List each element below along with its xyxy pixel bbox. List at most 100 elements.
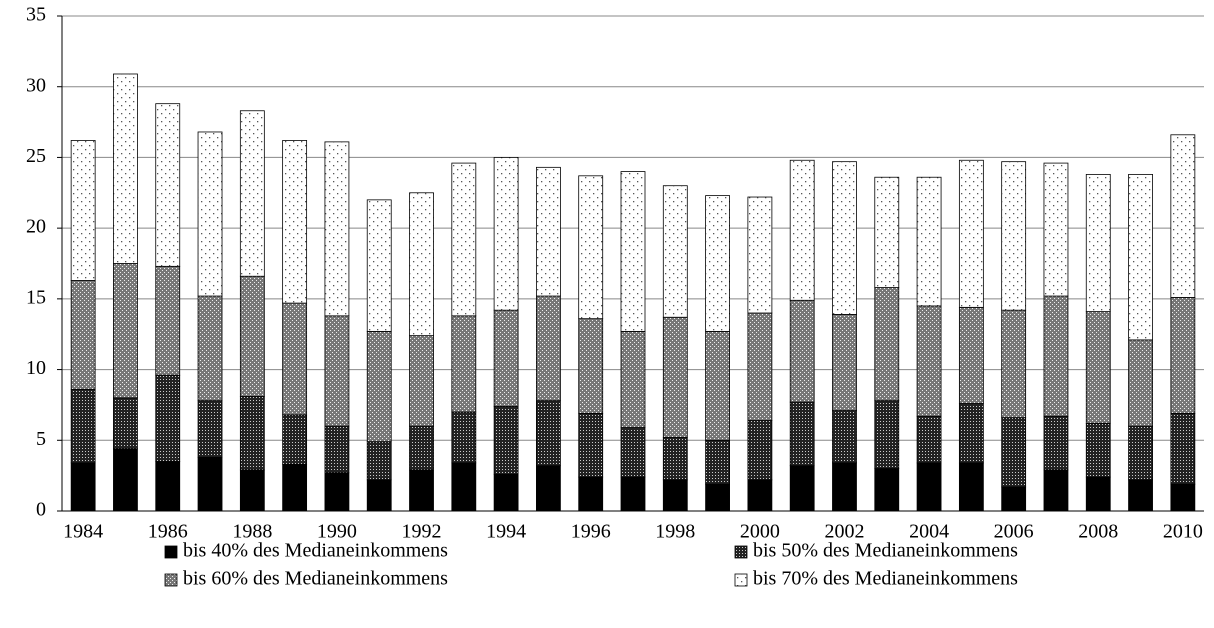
bar-segment [620, 330, 646, 428]
bar-segment [197, 400, 223, 458]
bar-segment [1170, 413, 1196, 485]
bar-segment [620, 171, 646, 332]
bar-segment [70, 140, 96, 281]
bar-segment [324, 141, 350, 317]
bar-segment [662, 479, 688, 512]
bar-segment [409, 335, 434, 427]
bar-segment [113, 73, 138, 264]
bar-segment [324, 472, 350, 512]
bar-segment [747, 312, 773, 421]
bar-segment [662, 316, 688, 438]
bar-segment [536, 465, 561, 512]
bar-segment [493, 309, 519, 407]
bar-segment [705, 439, 730, 485]
bar-segment [789, 401, 815, 467]
bar-segment [705, 195, 730, 332]
legend-label: bis 70% des Medianeinkommens [753, 568, 1018, 590]
bar-segment [155, 103, 181, 267]
x-tick-label: 2008 [1078, 521, 1118, 543]
bar-segment [1128, 425, 1153, 481]
bar-segment [113, 397, 138, 450]
bar-segment [324, 315, 350, 427]
bar-segment [282, 463, 308, 512]
bar-segment [409, 469, 434, 512]
bar-segment [409, 425, 434, 471]
bar-segment [155, 265, 181, 376]
bar-segment [113, 263, 138, 399]
y-tick-label: 25 [26, 145, 46, 167]
bar-segment [958, 306, 984, 404]
bar-segment [705, 483, 730, 512]
legend-swatch [164, 545, 178, 559]
bar-segment [1043, 162, 1069, 297]
x-tick-label: 1988 [232, 521, 272, 543]
bar-segment [493, 157, 519, 311]
x-tick-label: 2002 [824, 521, 864, 543]
bar-segment [1085, 422, 1111, 478]
x-tick-label: 2000 [740, 521, 780, 543]
bar-segment [239, 110, 265, 277]
bar-segment [1085, 311, 1111, 424]
y-tick-label: 30 [26, 74, 46, 96]
bar-segment [1170, 297, 1196, 414]
x-tick-label: 1990 [317, 521, 357, 543]
bar-segment [451, 411, 477, 464]
bar-segment [197, 456, 223, 512]
bar-segment [155, 461, 181, 512]
bar-segment [324, 425, 350, 474]
bar-segment [958, 403, 984, 464]
bar-segment [832, 314, 857, 411]
y-tick-label: 10 [26, 357, 46, 379]
bar-segment [1170, 483, 1196, 512]
bar-segment [1085, 173, 1111, 312]
bar-segment [916, 176, 942, 307]
x-tick-label: 2010 [1163, 521, 1203, 543]
bar-segment [1001, 161, 1027, 311]
y-tick-label: 35 [26, 4, 46, 26]
y-tick-label: 20 [26, 216, 46, 238]
bar-segment [239, 275, 265, 397]
x-tick-label: 1994 [486, 521, 526, 543]
bar-segment [451, 462, 477, 512]
x-tick-label: 1992 [402, 521, 442, 543]
legend-label: bis 50% des Medianeinkommens [753, 540, 1018, 562]
legend-swatch [164, 573, 178, 587]
bar-segment [958, 462, 984, 512]
bar-segment [705, 330, 730, 441]
bar-segment [536, 400, 561, 467]
x-tick-label: 1984 [63, 521, 103, 543]
bar-segment [493, 405, 519, 475]
bar-segment [874, 400, 900, 469]
bar-segment [1128, 479, 1153, 512]
x-tick-label: 1986 [148, 521, 188, 543]
bar-segment [1001, 417, 1027, 488]
bar-segment [366, 330, 392, 443]
bar-segment [578, 175, 604, 320]
bar-segment [789, 465, 815, 512]
bar-segment [239, 396, 265, 471]
bar-segment [366, 199, 392, 332]
bar-segment [874, 176, 900, 288]
bar-segment [197, 295, 223, 402]
bar-segment [536, 166, 561, 297]
legend-swatch [734, 545, 748, 559]
bar-segment [282, 302, 308, 416]
bar-segment [493, 473, 519, 512]
bar-segment [239, 469, 265, 512]
bar-segment [832, 161, 857, 315]
bar-segment [578, 318, 604, 414]
bar-segment [155, 374, 181, 462]
bar-segment [662, 437, 688, 481]
bar-segment [874, 468, 900, 512]
x-tick-label: 2004 [909, 521, 949, 543]
bar-segment [874, 287, 900, 402]
bar-segment [282, 140, 308, 304]
bar-segment [832, 410, 857, 464]
bar-segment [916, 462, 942, 512]
bar-segment [958, 159, 984, 308]
bar-segment [789, 159, 815, 301]
bar-segment [789, 299, 815, 403]
bar-segment [1043, 469, 1069, 512]
bar-segment [409, 192, 434, 337]
bar-segment [620, 427, 646, 478]
